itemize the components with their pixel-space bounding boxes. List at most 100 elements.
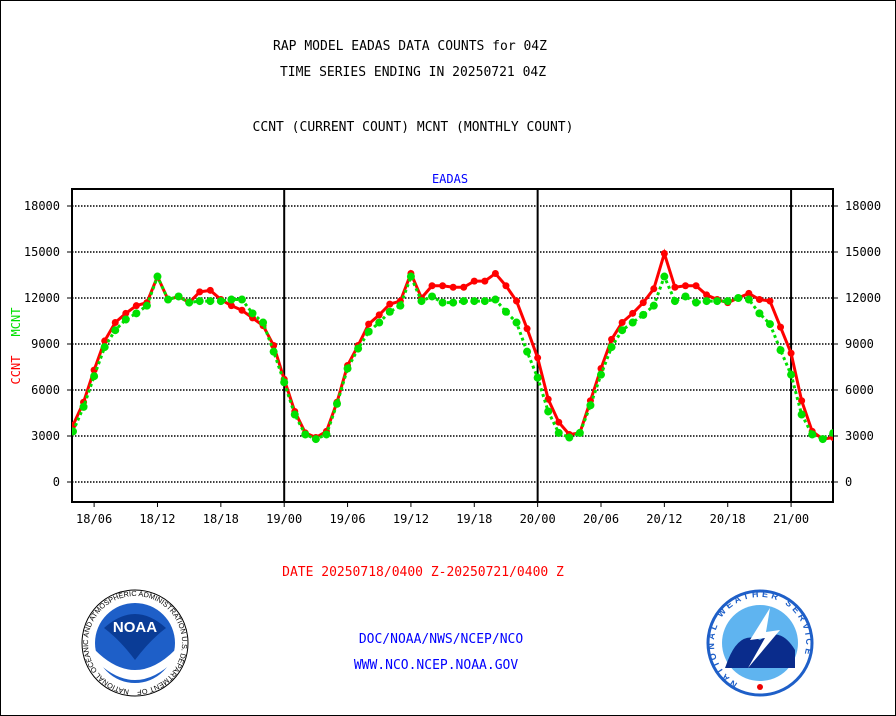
website-link[interactable]: WWW.NCO.NCEP.NOAA.GOV xyxy=(353,658,519,673)
data-point-ccnt xyxy=(196,288,204,296)
data-point-ccnt xyxy=(122,309,130,317)
data-point-mcnt xyxy=(639,310,648,319)
ytick-label-left: 0 xyxy=(53,475,60,489)
data-point-mcnt xyxy=(755,309,764,318)
data-point-mcnt xyxy=(142,301,151,310)
xtick-label: 18/18 xyxy=(203,512,239,526)
ytick-label-left: 15000 xyxy=(24,245,60,259)
data-point-ccnt xyxy=(238,306,246,314)
data-point-mcnt xyxy=(438,298,447,307)
ytick-label-right: 15000 xyxy=(845,245,881,259)
data-point-mcnt xyxy=(470,297,479,306)
data-point-ccnt xyxy=(629,309,637,317)
plot-frame xyxy=(71,188,834,503)
data-point-mcnt xyxy=(554,428,563,437)
data-point-mcnt xyxy=(565,433,574,442)
xtick-label: 20/18 xyxy=(710,512,746,526)
data-point-mcnt xyxy=(100,343,109,352)
data-point-ccnt xyxy=(681,282,689,290)
data-point-mcnt xyxy=(797,410,806,419)
ytick-label-right: 0 xyxy=(845,475,852,489)
data-point-ccnt xyxy=(365,320,373,328)
data-point-mcnt xyxy=(333,399,341,408)
data-point-mcnt xyxy=(787,370,796,379)
data-point-mcnt xyxy=(164,295,173,304)
noaa-logo-text: NOAA xyxy=(113,619,157,636)
xtick-label: 20/00 xyxy=(520,512,556,526)
ytick-label-left: 9000 xyxy=(31,337,60,351)
data-point-mcnt xyxy=(90,372,99,381)
data-point-mcnt xyxy=(290,410,299,419)
noaa-ring-text-wrapper: NATIONAL OCEANIC AND ATMOSPHERIC ADMINIS… xyxy=(0,0,189,697)
xtick-label: 18/12 xyxy=(139,512,175,526)
data-point-mcnt xyxy=(501,307,510,316)
data-point-mcnt xyxy=(575,428,584,437)
data-point-mcnt xyxy=(322,430,331,439)
data-point-ccnt xyxy=(692,282,700,290)
data-point-ccnt xyxy=(745,289,753,297)
data-point-mcnt xyxy=(523,347,532,356)
xtick-label: 20/06 xyxy=(583,512,619,526)
data-point-ccnt xyxy=(766,297,774,305)
data-point-mcnt xyxy=(480,297,489,306)
data-point-mcnt xyxy=(375,318,384,327)
ytick-label-left: 12000 xyxy=(24,291,60,305)
data-point-mcnt xyxy=(216,297,225,306)
xtick-label: 18/06 xyxy=(76,512,112,526)
data-point-mcnt xyxy=(248,309,257,318)
data-point-ccnt xyxy=(502,282,510,290)
data-point-ccnt xyxy=(206,286,214,294)
data-point-ccnt xyxy=(449,283,457,291)
data-point-mcnt xyxy=(396,301,405,310)
data-point-mcnt xyxy=(776,346,785,355)
data-point-mcnt xyxy=(72,427,77,436)
data-point-mcnt xyxy=(237,295,246,304)
data-point-mcnt xyxy=(428,292,437,301)
data-point-mcnt xyxy=(512,318,521,327)
data-point-mcnt xyxy=(301,430,310,439)
data-point-mcnt xyxy=(670,297,679,306)
data-point-ccnt xyxy=(777,323,785,331)
data-point-mcnt xyxy=(354,344,363,353)
org-path: DOC/NOAA/NWS/NCEP/NCO xyxy=(358,632,524,647)
data-point-mcnt xyxy=(406,272,415,281)
ytick-label-right: 12000 xyxy=(845,291,881,305)
data-point-ccnt xyxy=(534,354,542,362)
data-point-ccnt xyxy=(523,325,531,333)
data-point-mcnt xyxy=(723,297,732,306)
data-point-mcnt xyxy=(449,298,458,307)
data-point-mcnt xyxy=(649,301,658,310)
noaa-logo: NOAA NATIONAL OCEANIC AND ATMOSPHERIC AD… xyxy=(0,0,189,697)
data-point-mcnt xyxy=(544,407,553,416)
data-point-ccnt xyxy=(660,250,668,258)
data-point-mcnt xyxy=(744,295,753,304)
data-point-mcnt xyxy=(808,430,817,439)
data-point-ccnt xyxy=(513,297,521,305)
data-point-mcnt xyxy=(364,327,373,336)
data-point-ccnt xyxy=(703,291,711,299)
data-point-mcnt xyxy=(280,378,289,387)
data-point-mcnt xyxy=(121,315,130,324)
data-point-ccnt xyxy=(639,299,647,307)
data-point-mcnt xyxy=(829,428,833,437)
data-point-ccnt xyxy=(470,277,478,285)
data-point-ccnt xyxy=(555,418,563,426)
data-point-ccnt xyxy=(618,319,626,327)
data-point-mcnt xyxy=(818,435,827,444)
xtick-label: 19/18 xyxy=(456,512,492,526)
data-point-ccnt xyxy=(491,269,499,277)
data-point-mcnt xyxy=(734,294,743,302)
data-point-ccnt xyxy=(755,296,763,304)
data-point-mcnt xyxy=(692,298,701,307)
data-point-mcnt xyxy=(79,402,88,411)
data-point-mcnt xyxy=(713,297,722,306)
data-point-mcnt xyxy=(765,320,774,329)
data-point-mcnt xyxy=(269,347,278,356)
data-point-mcnt xyxy=(660,272,669,281)
xtick-label: 19/00 xyxy=(266,512,302,526)
data-point-mcnt xyxy=(702,297,711,306)
ytick-label-right: 3000 xyxy=(845,429,874,443)
data-point-ccnt xyxy=(481,277,489,285)
